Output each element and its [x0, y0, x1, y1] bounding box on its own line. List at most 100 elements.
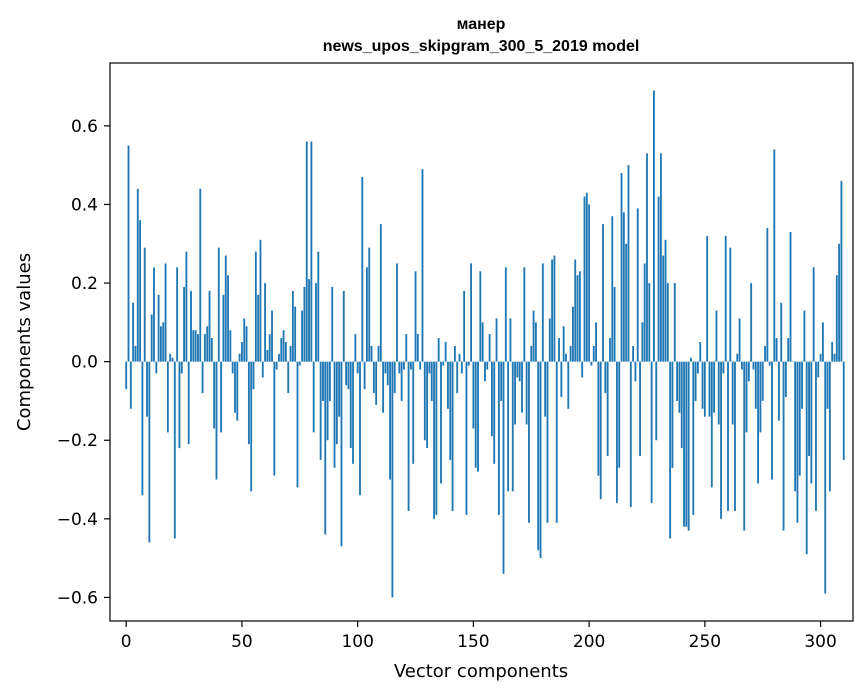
- bar: [565, 353, 567, 362]
- bar: [648, 283, 651, 362]
- bar: [423, 361, 426, 441]
- bar: [685, 361, 688, 527]
- bar: [206, 326, 209, 362]
- bar: [463, 290, 466, 362]
- bar: [713, 361, 716, 413]
- y-axis-label: Components values: [14, 253, 35, 431]
- bar: [629, 361, 632, 508]
- bar: [266, 349, 269, 362]
- bar: [525, 361, 528, 425]
- bar: [472, 361, 475, 429]
- bar: [146, 361, 148, 417]
- bar: [703, 361, 706, 417]
- bar: [257, 294, 260, 362]
- bar: [384, 361, 387, 374]
- bar: [678, 361, 681, 413]
- bar: [643, 263, 646, 362]
- bar: [201, 361, 204, 394]
- bar: [405, 334, 408, 362]
- y-tick-label: −0.6: [57, 588, 98, 608]
- bar: [451, 361, 454, 511]
- bar: [176, 267, 179, 362]
- bar: [308, 279, 310, 362]
- bar: [597, 361, 600, 476]
- bar: [696, 361, 699, 374]
- bar: [458, 353, 461, 362]
- bar: [183, 286, 185, 362]
- bar: [359, 361, 361, 496]
- bar: [264, 283, 267, 362]
- bar: [842, 361, 845, 460]
- bar: [252, 361, 255, 390]
- bar: [250, 361, 253, 492]
- bar: [502, 361, 505, 574]
- bar: [398, 361, 401, 374]
- bar: [727, 361, 729, 511]
- chart-title-line1: манер: [457, 16, 506, 33]
- bar: [555, 361, 558, 523]
- y-tick-label: 0.4: [71, 195, 98, 215]
- bar: [440, 361, 442, 484]
- bar: [553, 255, 556, 362]
- bar: [801, 361, 803, 409]
- bar: [588, 204, 591, 362]
- bar: [238, 353, 241, 362]
- bar: [738, 318, 741, 362]
- bar: [484, 361, 486, 382]
- bar: [442, 361, 445, 366]
- bar: [197, 334, 199, 362]
- bar: [521, 361, 523, 413]
- bar: [625, 243, 628, 362]
- bar: [838, 243, 841, 362]
- bar: [592, 345, 595, 362]
- bar: [169, 353, 172, 362]
- bar: [474, 361, 477, 468]
- bar: [227, 275, 229, 362]
- bar: [268, 334, 271, 362]
- bar: [136, 188, 139, 362]
- bar: [310, 141, 313, 362]
- bar: [747, 361, 750, 382]
- bar: [683, 361, 685, 527]
- bar: [224, 255, 227, 362]
- bar: [778, 361, 780, 421]
- bar: [606, 361, 609, 456]
- bar: [590, 361, 593, 366]
- bar: [805, 361, 808, 555]
- bar: [578, 271, 581, 362]
- chart-title-line2: news_upos_skipgram_300_5_2019 model: [323, 38, 640, 55]
- bar: [493, 361, 496, 464]
- x-axis-ticks: 0 50 100 150 200 250 300: [121, 621, 837, 652]
- bar: [627, 165, 630, 362]
- bar: [808, 361, 810, 456]
- bar: [162, 322, 165, 362]
- bar: [724, 235, 727, 362]
- bar: [662, 255, 665, 362]
- bar: [363, 361, 366, 390]
- bar: [407, 361, 410, 511]
- bar: [831, 342, 834, 362]
- bar: [349, 361, 352, 449]
- bar: [752, 361, 755, 370]
- bar: [347, 361, 350, 390]
- bar: [812, 267, 815, 362]
- bar: [544, 361, 547, 417]
- bar: [412, 361, 415, 464]
- bar: [657, 196, 660, 362]
- bar: [481, 322, 484, 362]
- bar: [546, 361, 549, 523]
- bar: [247, 361, 250, 445]
- bar: [428, 361, 431, 374]
- bar: [456, 361, 459, 394]
- bar: [835, 275, 838, 362]
- bar: [680, 361, 683, 449]
- bar: [551, 259, 554, 362]
- x-tick-label: 0: [121, 632, 132, 652]
- bar: [609, 338, 611, 362]
- bar: [335, 361, 338, 445]
- bar: [604, 361, 607, 394]
- bar: [368, 247, 371, 362]
- bar: [819, 353, 822, 362]
- bar: [231, 361, 234, 374]
